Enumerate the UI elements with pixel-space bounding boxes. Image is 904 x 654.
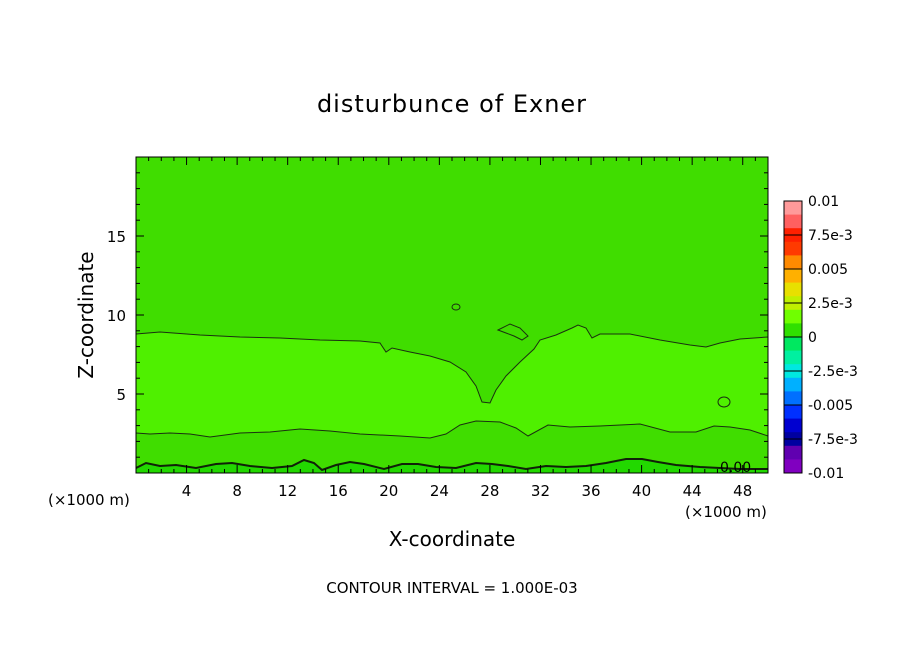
contour-island-small: [451, 303, 461, 311]
colorbar-swatch: [784, 350, 802, 365]
colorbar-label: -0.01: [808, 466, 844, 482]
x-tick-label: 36: [581, 482, 600, 500]
colorbar-swatch: [784, 241, 802, 256]
colorbar-swatch: [784, 337, 802, 352]
contour-interval-note: CONTOUR INTERVAL = 1.000E-03: [326, 579, 577, 597]
colorbar-label: -7.5e-3: [808, 432, 858, 448]
plot-area: 0.00: [135, 156, 769, 476]
colorbar-swatch: [784, 269, 802, 284]
colorbar-swatch: [784, 255, 802, 270]
colorbar-swatch: [784, 323, 802, 338]
contour-line-lower: [135, 420, 769, 439]
colorbar-swatch: [784, 445, 802, 460]
colorbar-swatch: [784, 282, 802, 297]
colorbar-label: 0.01: [808, 194, 839, 210]
colorbar-swatch: [784, 377, 802, 392]
contour-island-right: [717, 396, 731, 408]
contour-value-label: 0.00: [720, 460, 751, 476]
colorbar-swatch: [784, 459, 802, 474]
contour-line-upper: [135, 324, 769, 404]
x-tick-label: 16: [329, 482, 348, 500]
x-tick-label: 24: [430, 482, 449, 500]
x-tick-label: 20: [379, 482, 398, 500]
x-tick-label: 48: [733, 482, 752, 500]
contour-line-surface: [135, 458, 768, 472]
contour-island-patch: [496, 323, 529, 341]
y-tick-label: 15: [107, 228, 126, 246]
colorbar-label: 0: [808, 330, 817, 346]
colorbar-swatch: [784, 405, 802, 420]
colorbar-swatch: [784, 201, 802, 216]
colorbar-label: 0.005: [808, 262, 848, 278]
colorbar-label: -0.005: [808, 398, 853, 414]
y-tick-label: 5: [116, 386, 126, 404]
x-unit-label-right: (×1000 m): [685, 503, 767, 521]
region-middle: [136, 325, 768, 438]
x-tick-label: 40: [632, 482, 651, 500]
x-tick-label: 8: [232, 482, 242, 500]
x-axis-label: X-coordinate: [389, 527, 516, 551]
x-tick-label: 12: [278, 482, 297, 500]
colorbar-swatch: [784, 391, 802, 406]
colorbar-swatch: [784, 309, 802, 324]
y-axis-label: Z-coordinate: [74, 251, 98, 378]
colorbar-swatch: [784, 418, 802, 433]
y-tick-label: 10: [107, 307, 126, 325]
colorbar-label: -2.5e-3: [808, 364, 858, 380]
x-tick-label: 44: [683, 482, 702, 500]
x-tick-label: 4: [182, 482, 192, 500]
colorbar-swatch: [784, 214, 802, 229]
colorbar-label: 2.5e-3: [808, 296, 853, 312]
chart-title: disturbunce of Exner: [317, 90, 587, 118]
x-tick-label: 28: [480, 482, 499, 500]
colorbar-label: 7.5e-3: [808, 228, 853, 244]
colorbar: 0.01 7.5e-3 0.005 2.5e-3 0 -2.5e-3 -0.005 -7.5e…: [783, 194, 858, 482]
y-axis: 5 10 15: [107, 172, 768, 458]
x-axis: 4 8 12 16 20 24 28 32 36 40 44 48: [148, 157, 756, 500]
x-unit-label-left: (×1000 m): [48, 491, 130, 509]
x-tick-label: 32: [531, 482, 550, 500]
